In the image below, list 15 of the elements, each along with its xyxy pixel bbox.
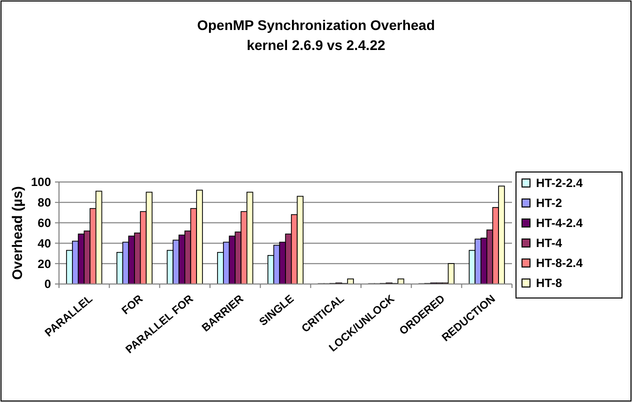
legend-label: HT-8 [536, 276, 562, 290]
legend-label: HT-4-2.4 [536, 216, 584, 230]
y-tick-label: 40 [38, 236, 52, 250]
y-tick-label: 60 [38, 216, 52, 230]
chart-title: OpenMP Synchronization Overhead [197, 17, 435, 33]
legend-label: HT-2-2.4 [536, 176, 584, 190]
y-tick-label: 80 [38, 196, 52, 210]
y-tick-label: 20 [38, 256, 52, 271]
legend-label: HT-2 [536, 196, 562, 210]
y-axis-title: Overhead (µs) [9, 186, 25, 280]
y-tick-label: 0 [44, 277, 52, 292]
legend-label: HT-4 [536, 236, 562, 250]
y-tick-label: 100 [30, 175, 52, 190]
chart-subtitle: kernel 2.6.9 vs 2.4.22 [246, 37, 386, 53]
legend-label: HT-8-2.4 [536, 256, 584, 270]
